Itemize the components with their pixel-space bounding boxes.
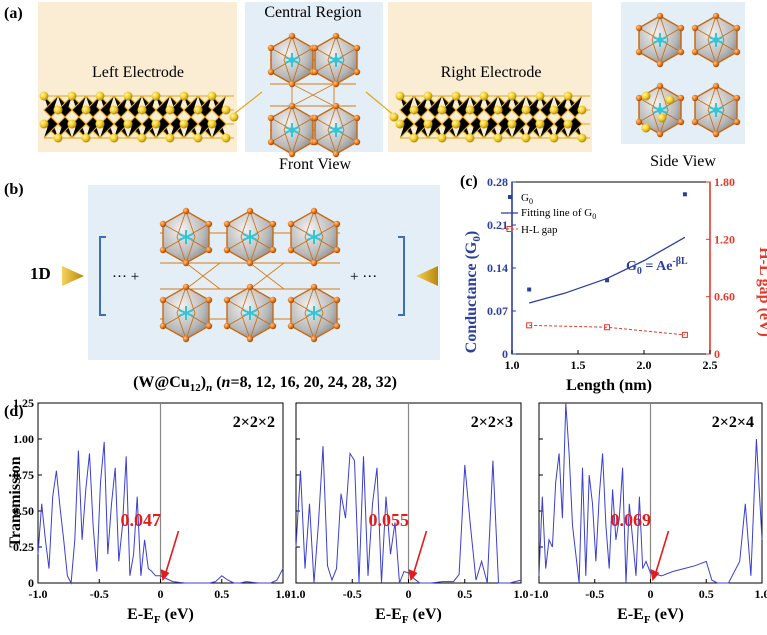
panel-label-c: (c) bbox=[460, 173, 478, 190]
d-ytick-label: 1.00 bbox=[13, 432, 34, 446]
c-ytick-left-label: 0.28 bbox=[487, 175, 508, 189]
front-view-label: Front View bbox=[279, 156, 352, 173]
d-xtick-label: 1.0 bbox=[514, 587, 529, 601]
legend-g0-marker bbox=[508, 195, 512, 199]
d-xlabel: E-EF (eV) bbox=[617, 606, 684, 626]
d-ytick-label: 0 bbox=[28, 576, 34, 590]
annotation-arrow bbox=[413, 531, 427, 577]
panel-label-b: (b) bbox=[4, 181, 24, 198]
left-electrode-label: Left Electrode bbox=[92, 64, 184, 81]
c-g0-point bbox=[605, 278, 609, 282]
side-view-label: Side View bbox=[650, 153, 716, 170]
plot-title: 2×2×2 bbox=[233, 414, 275, 431]
conductance-annotation: 0.069 bbox=[611, 510, 652, 530]
c-ytick-right-label: 0 bbox=[714, 347, 720, 361]
plot-title: 2×2×3 bbox=[471, 414, 513, 431]
d-xlabel: E-EF (eV) bbox=[127, 606, 194, 626]
c-g0-point bbox=[527, 288, 531, 292]
d-xtick-label: 1.0 bbox=[755, 587, 767, 601]
annotation-arrow bbox=[655, 531, 669, 577]
legend-hl: H-L gap bbox=[521, 224, 558, 236]
transmission-plot-3: -1.0 -0.5 0 0.5 1.0 2×2×4 0.069 E-EF (eV) bbox=[530, 403, 767, 626]
d-ytick-label: 1.25 bbox=[13, 398, 34, 410]
panel-a: (a) Left Electrode Central Region Right … bbox=[0, 0, 767, 175]
panel-b: (b) 1D ··· + + ··· (W@Cu12)n (n=8, 12, 1… bbox=[0, 175, 460, 395]
d-xtick-label: -0.5 bbox=[343, 587, 362, 601]
central-region-label: Central Region bbox=[264, 4, 361, 21]
arrow-head-icon bbox=[409, 569, 418, 581]
conductance-annotation: 0.047 bbox=[121, 510, 162, 530]
d-xtick-label: -0.5 bbox=[585, 587, 604, 601]
chain-box bbox=[88, 185, 440, 360]
chart-c-legend: G0 Fitting line of G0 H-L gap bbox=[501, 192, 596, 236]
d-xtick-label: 0 bbox=[158, 587, 164, 601]
legend-fit: Fitting line of G0 bbox=[521, 207, 596, 221]
d-xtick-label: 0 bbox=[648, 587, 654, 601]
legend-g0: G0 bbox=[521, 192, 533, 206]
d-ytick-label: 0.25 bbox=[13, 540, 34, 554]
formula: (W@Cu12)n (n=8, 12, 16, 20, 24, 28, 32) bbox=[133, 374, 397, 394]
d-xtick-label: -1.0 bbox=[287, 587, 306, 601]
left-ellipsis: ··· + bbox=[112, 269, 139, 285]
d-xlabel: E-EF (eV) bbox=[375, 606, 442, 626]
c-ylabel-right: H-L gap (eV) bbox=[756, 247, 767, 337]
d-xtick-label: 0.5 bbox=[699, 587, 714, 601]
c-ytick-right-label: 0.60 bbox=[714, 290, 735, 304]
annotation-arrow bbox=[165, 531, 179, 577]
d-ytick-label: 0.75 bbox=[13, 468, 34, 482]
d-xtick-label: 0 bbox=[406, 587, 412, 601]
c-ytick-left-label: 0.14 bbox=[487, 261, 508, 275]
c-g0-point bbox=[683, 192, 687, 196]
c-ytick-right-label: 1.20 bbox=[714, 232, 735, 246]
right-ellipsis: + ··· bbox=[350, 269, 377, 285]
d-xtick-label: 0.5 bbox=[457, 587, 472, 601]
c-ytick-left-label: 0.07 bbox=[487, 304, 508, 318]
fit-equation: G0 = Ae-βL bbox=[626, 256, 688, 277]
central-region-box bbox=[245, 2, 383, 152]
c-xlabel: Length (nm) bbox=[566, 377, 652, 394]
panel-label-a: (a) bbox=[4, 5, 23, 22]
conductance-annotation: 0.055 bbox=[369, 510, 410, 530]
d-xtick-label: 0.5 bbox=[214, 587, 229, 601]
transmission-plot-2: -1.0 -0.5 0 0.5 1.0 2×2×3 0.055 E-EF (eV) bbox=[287, 403, 529, 626]
c-xtick-label: 1.5 bbox=[571, 358, 586, 372]
d-xtick-label: -0.5 bbox=[90, 587, 109, 601]
c-ytick-right-label: 1.80 bbox=[714, 175, 735, 189]
d-xtick-label: -1.0 bbox=[530, 587, 549, 601]
d-ytick-label: 0.50 bbox=[13, 504, 34, 518]
dimension-label: 1D bbox=[30, 264, 51, 283]
c-xtick-label: 2.0 bbox=[637, 358, 652, 372]
c-ytick-left-label: 0.21 bbox=[487, 218, 508, 232]
plot-title: 2×2×4 bbox=[712, 414, 754, 431]
left-arrow-icon bbox=[62, 266, 84, 286]
c-ytick-left-label: 0 bbox=[502, 347, 508, 361]
c-ylabel-left: Conductance (G0) bbox=[463, 231, 483, 353]
right-electrode-label: Right Electrode bbox=[441, 64, 542, 81]
